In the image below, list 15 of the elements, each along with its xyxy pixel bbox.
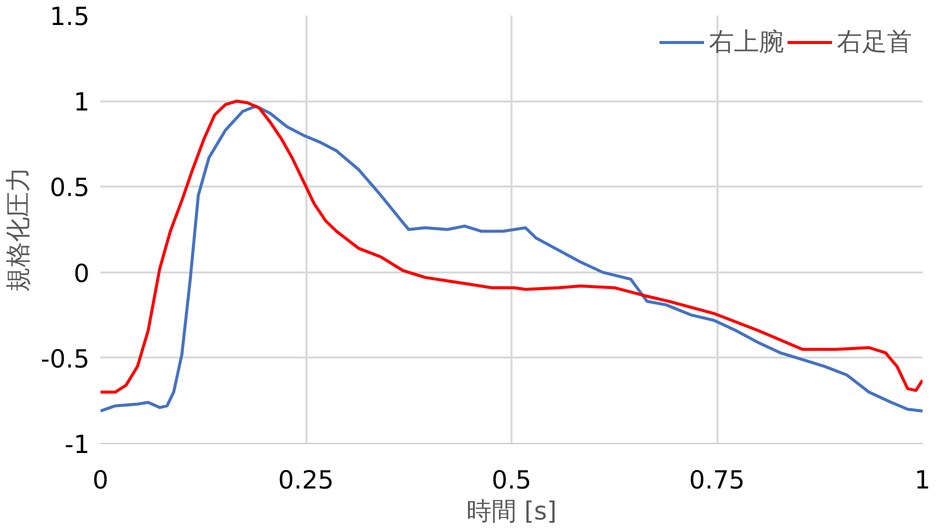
x-tick-label: 0.5 [492, 466, 532, 494]
x-tick-label: 0.75 [689, 466, 745, 494]
x-tick-label: 1 [914, 466, 930, 494]
y-tick-label: 0.5 [50, 173, 90, 202]
legend-label: 右上腕 [709, 26, 784, 58]
y-axis-title: 規格化圧力 [4, 167, 33, 292]
x-tick-label: 0 [92, 466, 108, 494]
y-tick-label: -1 [64, 430, 90, 459]
y-tick-label: 1.5 [50, 2, 90, 31]
y-tick-label: 0 [74, 258, 90, 288]
x-tick-label: 0.25 [278, 466, 334, 494]
legend-label: 右足首 [837, 26, 912, 58]
y-tick-label: -0.5 [40, 344, 90, 374]
y-tick-label: 1 [74, 88, 90, 117]
x-axis-title: 時間 [s] [466, 496, 557, 526]
